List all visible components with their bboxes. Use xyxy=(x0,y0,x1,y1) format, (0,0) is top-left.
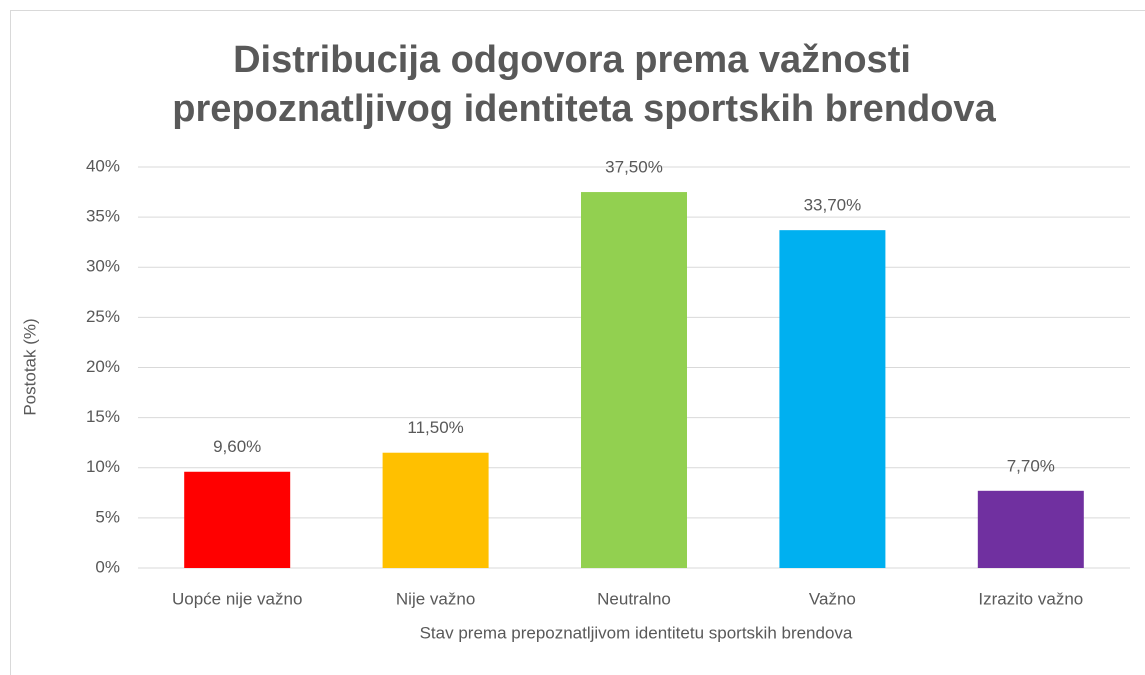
data-label: 11,50% xyxy=(407,418,463,437)
bar xyxy=(779,230,886,568)
x-tick-label: Nije važno xyxy=(396,589,475,608)
y-tick-label: 40% xyxy=(86,156,120,175)
data-label: 37,50% xyxy=(605,158,663,177)
y-tick-label: 25% xyxy=(86,307,120,326)
x-tick-label: Važno xyxy=(809,589,856,608)
data-label: 7,70% xyxy=(1007,456,1055,475)
chart-title: Distribucija odgovora prema važnosti xyxy=(233,39,911,81)
x-axis-label: Stav prema prepoznatljivom identitetu sp… xyxy=(420,623,853,642)
y-tick-label: 15% xyxy=(86,407,120,426)
y-axis-label: Postotak (%) xyxy=(20,318,39,415)
bar xyxy=(977,490,1084,568)
x-tick-label: Izrazito važno xyxy=(978,589,1083,608)
bar xyxy=(382,452,489,568)
bar xyxy=(581,192,687,568)
y-tick-label: 35% xyxy=(86,207,120,226)
y-tick-label: 0% xyxy=(95,557,120,576)
x-tick-label: Uopće nije važno xyxy=(172,589,302,608)
y-tick-label: 5% xyxy=(95,507,120,526)
data-label: 9,60% xyxy=(213,437,261,456)
y-tick-label: 10% xyxy=(86,457,120,476)
y-tick-label: 20% xyxy=(86,357,120,376)
bar xyxy=(184,471,291,568)
chart-title: prepoznatljivog identiteta sportskih bre… xyxy=(172,88,996,130)
y-tick-label: 30% xyxy=(86,257,120,276)
chart-frame xyxy=(10,10,1145,675)
data-label: 33,70% xyxy=(804,196,862,215)
x-tick-label: Neutralno xyxy=(597,589,671,608)
